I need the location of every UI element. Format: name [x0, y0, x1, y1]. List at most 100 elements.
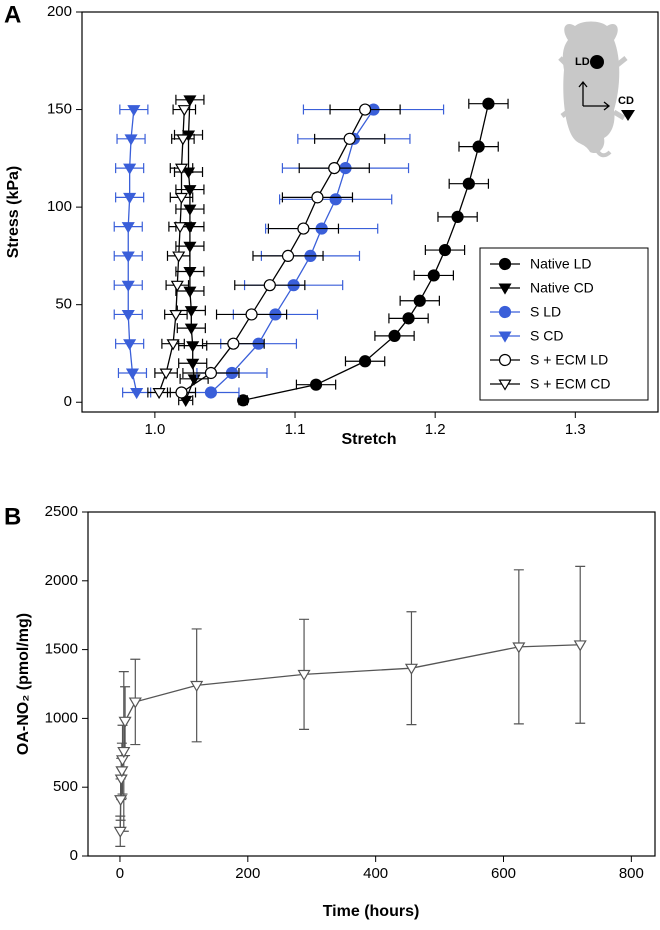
- point: [512, 642, 526, 654]
- legend-label: S LD: [530, 304, 561, 320]
- point: [204, 366, 218, 380]
- cd-marker: [621, 110, 635, 121]
- legend-marker: [498, 353, 512, 367]
- point: [123, 163, 137, 175]
- x-tick-label: 200: [235, 865, 260, 882]
- legend-label: Native CD: [530, 280, 594, 296]
- point: [115, 755, 130, 767]
- y-axis-label: OA-NO₂ (pmol/mg): [15, 613, 32, 755]
- point: [482, 97, 495, 110]
- point: [245, 308, 258, 321]
- series-line: [210, 109, 375, 393]
- point: [118, 716, 132, 728]
- y-tick-label: 0: [64, 393, 72, 410]
- point: [115, 766, 129, 778]
- point: [175, 386, 188, 399]
- point: [176, 134, 190, 146]
- point: [358, 355, 372, 368]
- legend-label: Native LD: [530, 256, 591, 272]
- point: [237, 394, 250, 407]
- y-tick-label: 500: [53, 778, 78, 795]
- point: [358, 103, 372, 116]
- point: [404, 663, 419, 675]
- point: [184, 323, 198, 335]
- point: [170, 280, 184, 292]
- point: [281, 249, 295, 263]
- x-tick-label: 1.1: [285, 421, 306, 438]
- point: [427, 269, 440, 282]
- mouse-limbs: [558, 56, 628, 121]
- point: [413, 294, 426, 307]
- point: [169, 309, 183, 322]
- mouse-body: [562, 21, 620, 154]
- ld-marker: [590, 55, 604, 69]
- point: [472, 140, 485, 153]
- point: [117, 746, 131, 759]
- legend-marker: [498, 305, 512, 319]
- x-tick-label: 1.2: [425, 421, 446, 438]
- point: [183, 241, 197, 253]
- legend-marker: [498, 257, 512, 271]
- legend-marker: [498, 379, 512, 391]
- point: [297, 222, 310, 235]
- point: [186, 358, 200, 370]
- point: [227, 337, 240, 350]
- y-axis-label: Stress (kPa): [5, 166, 22, 259]
- inset-label: LD: [575, 56, 590, 68]
- mouse-tail: [594, 147, 612, 158]
- point: [174, 163, 189, 175]
- axis-arrows: [578, 80, 611, 111]
- point: [183, 222, 197, 234]
- panel-label: B: [4, 503, 21, 530]
- x-tick-label: 0: [116, 865, 124, 882]
- panel-label: A: [4, 1, 21, 28]
- y-tick-label: 150: [47, 101, 72, 118]
- y-tick-label: 200: [47, 3, 72, 20]
- point: [388, 329, 401, 343]
- mouse-inset: LD CD: [558, 21, 635, 158]
- legend-label: S + ECM CD: [530, 376, 611, 392]
- point: [309, 378, 323, 391]
- point: [438, 243, 452, 257]
- point: [173, 222, 187, 234]
- point: [124, 134, 138, 146]
- point: [152, 388, 166, 400]
- point: [329, 193, 342, 206]
- point: [402, 312, 415, 325]
- point: [113, 826, 127, 838]
- point: [451, 210, 464, 223]
- point: [184, 306, 198, 318]
- point: [121, 222, 135, 234]
- point: [183, 95, 197, 107]
- y-tick-label: 100: [47, 198, 72, 215]
- point: [166, 339, 180, 351]
- point: [174, 192, 189, 205]
- x-tick-label: 800: [619, 865, 644, 882]
- point: [297, 669, 311, 682]
- point: [121, 251, 135, 263]
- x-axis-label: Time (hours): [323, 903, 420, 920]
- point: [343, 132, 356, 145]
- series-line: [158, 109, 185, 393]
- point: [186, 341, 200, 353]
- y-tick-label: 50: [55, 296, 72, 313]
- point: [183, 204, 197, 216]
- x-tick-label: 600: [491, 865, 516, 882]
- point: [187, 374, 201, 386]
- point: [190, 680, 204, 693]
- point: [183, 267, 197, 279]
- legend-label: S + ECM LD: [530, 352, 608, 368]
- point: [123, 192, 137, 205]
- point: [128, 697, 142, 709]
- legend-marker: [498, 331, 512, 343]
- legend-marker: [498, 283, 512, 295]
- x-tick-label: 1.0: [144, 421, 165, 438]
- series-line: [181, 109, 366, 394]
- point: [204, 386, 218, 399]
- inset-label: CD: [618, 95, 634, 107]
- point: [121, 309, 135, 322]
- plot-frame: [81, 11, 659, 413]
- x-tick-label: 1.3: [565, 421, 586, 438]
- x-tick-label: 400: [363, 865, 388, 882]
